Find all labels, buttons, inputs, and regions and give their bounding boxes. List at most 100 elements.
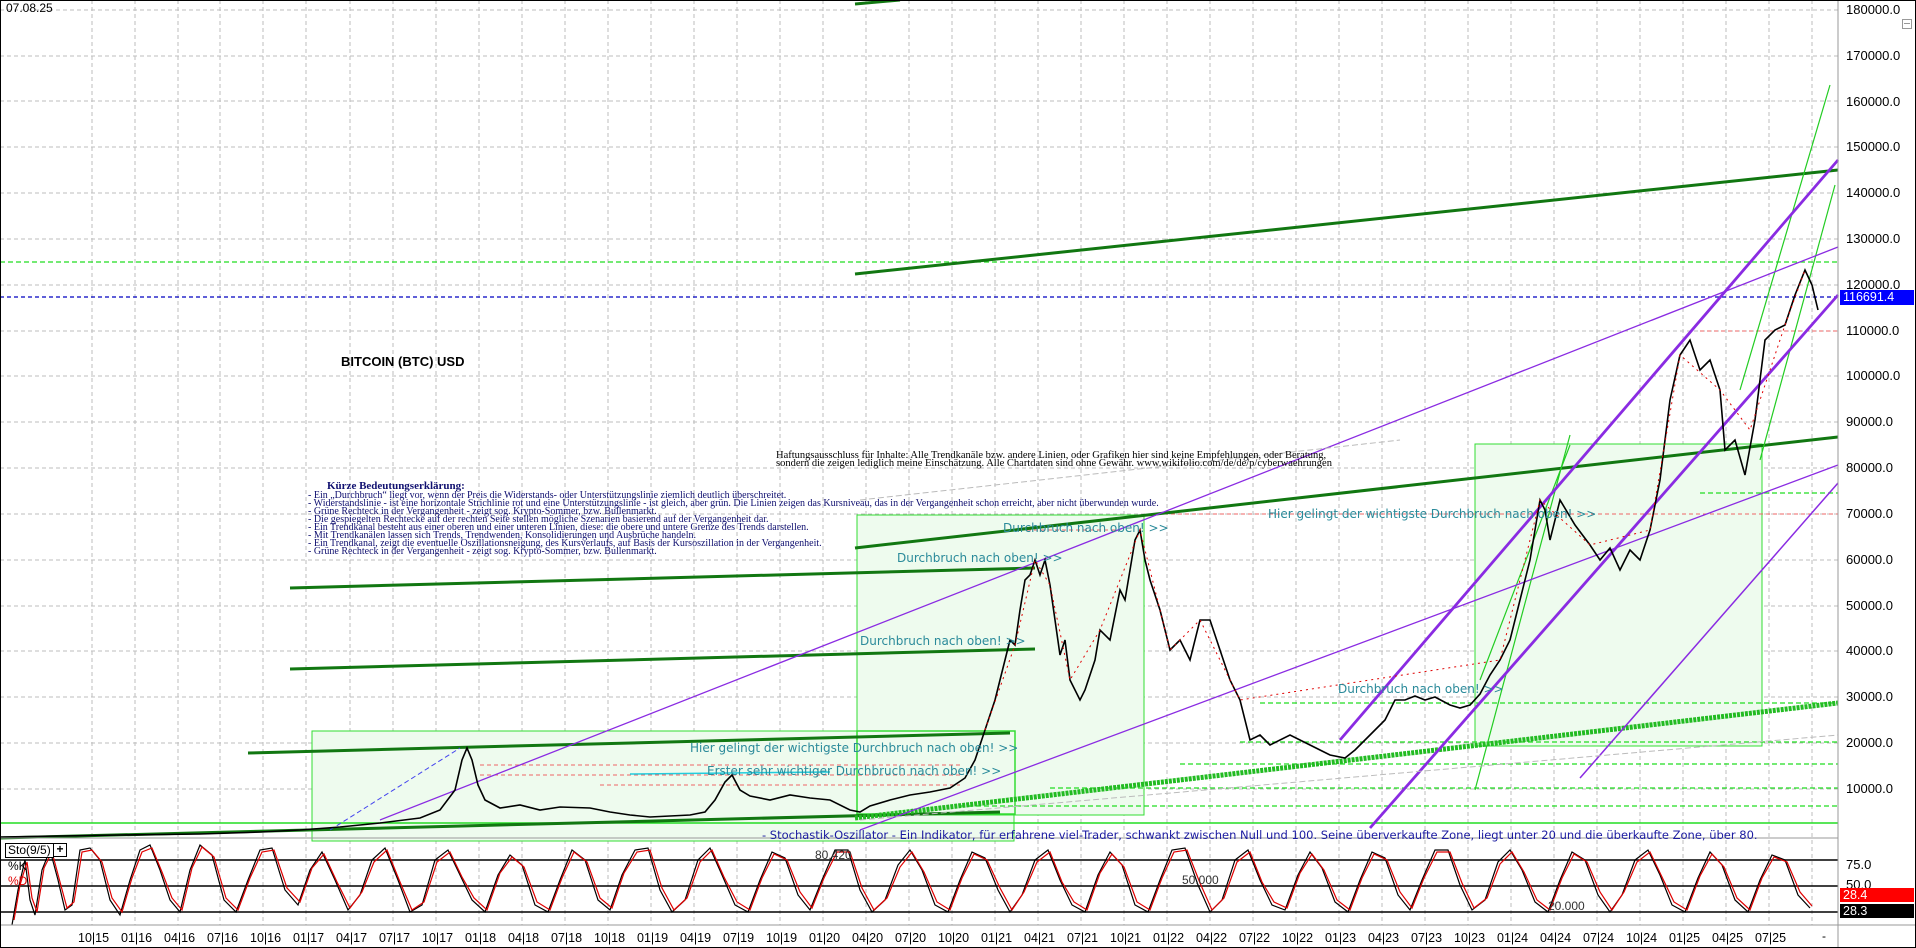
zoom-out-button[interactable]: - [1822, 929, 1826, 943]
cyan-line [629, 771, 831, 775]
time-tick: 07|19 [723, 931, 754, 945]
price-tick: 70000.0 [1846, 506, 1893, 521]
price-tick: 60000.0 [1846, 552, 1893, 567]
legend-line: - Ein Trendkanal besteht aus einer obere… [308, 522, 809, 533]
time-tick: 04|16 [164, 931, 195, 945]
legend-line: - Widerstandslinie - ist eine horizontal… [308, 498, 1159, 509]
price-tick: 170000.0 [1846, 48, 1900, 63]
time-tick: 10|18 [594, 931, 625, 945]
k-line-label: %K [8, 859, 27, 873]
legend-line: - Mit Trendkanälen lassen sich Trends, T… [308, 530, 696, 541]
stochastic-level-80: 80.420 [815, 848, 852, 862]
price-tick: 30000.0 [1846, 689, 1893, 704]
disclaimer-line-2: sondern die zeigen lediglich meine Einsc… [776, 458, 1333, 469]
stochastic-note: - Stochastik-Oszillator - Ein Indikator,… [762, 828, 1758, 842]
breakout-label: Durchbruch nach oben! >> [897, 551, 1063, 565]
current-price-tag: 116691.4 [1840, 290, 1914, 305]
breakout-label: Durchbruch nach oben! >> [1003, 521, 1169, 535]
price-tick: 110000.0 [1846, 323, 1899, 338]
price-tick: 130000.0 [1846, 231, 1900, 246]
time-tick: 10|22 [1282, 931, 1313, 945]
time-tick: 07|16 [207, 931, 238, 945]
collapse-button[interactable] [1902, 19, 1912, 29]
time-tick: 01|20 [809, 931, 840, 945]
time-tick: 10|21 [1110, 931, 1141, 945]
price-tick: 160000.0 [1846, 94, 1900, 109]
long-term-support-trendline [854, 700, 1839, 821]
price-series [0, 267, 1819, 838]
price-tick: 180000.0 [1846, 2, 1900, 17]
support-lines [0, 261, 1838, 807]
time-tick: 10|24 [1626, 931, 1657, 945]
most-important-breakout-label: Hier gelingt der wichtigste Durchbruch n… [690, 741, 1018, 755]
legend-line: - Grüne Rechteck in der Vergangenheit - … [308, 506, 657, 517]
time-tick: 10|20 [938, 931, 969, 945]
stochastic-level-20: 20.000 [1548, 899, 1585, 913]
time-tick: 07|22 [1239, 931, 1270, 945]
time-tick: 07|18 [551, 931, 582, 945]
time-tick: 07|20 [895, 931, 926, 945]
price-tick: 90000.0 [1846, 414, 1893, 429]
most-important-breakout-label: Hier gelingt der wichtigste Durchbruch n… [1268, 507, 1596, 521]
time-tick: 01|23 [1325, 931, 1356, 945]
stochastic-tick: 75.0 [1846, 857, 1871, 872]
price-tick: 140000.0 [1846, 185, 1900, 200]
grey-trendline [859, 734, 1839, 821]
stochastic-panel [0, 837, 1838, 926]
price-tick: 50000.0 [1846, 598, 1893, 613]
time-tick: 10|16 [250, 931, 281, 945]
time-tick: 10|15 [78, 931, 109, 945]
time-tick: 04|21 [1024, 931, 1055, 945]
price-tick: 40000.0 [1846, 643, 1893, 658]
time-tick: 01|19 [637, 931, 668, 945]
time-tick: 04|23 [1368, 931, 1399, 945]
k-value-tag: 28.4 [1840, 888, 1914, 902]
time-tick: 04|25 [1712, 931, 1743, 945]
legend-explanation: Kürze Bedeutungserklärung: - Ein „Durchb… [308, 480, 1159, 557]
time-tick: 07|24 [1583, 931, 1614, 945]
time-tick: 04|18 [508, 931, 539, 945]
price-tick: 150000.0 [1846, 139, 1900, 154]
time-tick: 10|19 [766, 931, 797, 945]
legend-line: - Ein „Durchbruch“ liegt vor, wenn der P… [308, 490, 786, 501]
legend-line: - Die gespiegelten Rechtecke auf der rec… [308, 514, 769, 525]
legend-line: - Grüne Rechteck in der Vergangenheit - … [308, 546, 657, 557]
blue-trendline [329, 747, 461, 831]
time-tick: 04|17 [336, 931, 367, 945]
time-tick: 07|17 [379, 931, 410, 945]
time-tick: 10|23 [1454, 931, 1485, 945]
price-tick: 80000.0 [1846, 460, 1893, 475]
d-value-tag: 28.3 [1840, 904, 1914, 918]
breakout-label: Durchbruch nach oben! >> [860, 634, 1026, 648]
stochastic-indicator-label[interactable]: Sto(9/5) [5, 843, 54, 858]
legend-line: - Ein Trendkanal, zeigt die eventuelle O… [308, 538, 822, 549]
time-tick: 01|16 [121, 931, 152, 945]
time-tick: 01|21 [981, 931, 1012, 945]
chart-date: 07.08.25 [6, 1, 53, 15]
stochastic-level-50: 50.000 [1182, 873, 1219, 887]
d-line-label: %D [8, 874, 28, 888]
time-tick: 04|19 [680, 931, 711, 945]
time-tick: 07|21 [1067, 931, 1098, 945]
grey-trendline-upper [859, 439, 1401, 501]
first-important-breakout-label: Erster sehr wichtiger Durchbruch nach ob… [707, 764, 1001, 778]
time-tick: 01|22 [1153, 931, 1184, 945]
steep-trendlines [1474, 84, 1836, 791]
time-tick: 01|24 [1497, 931, 1528, 945]
time-tick: 01|25 [1669, 931, 1700, 945]
disclaimer-line-1: Haftungsausschluss für Inhalte: Alle Tre… [776, 450, 1326, 461]
bull-market-rectangles [311, 443, 1763, 842]
price-tick: 120000.0 [1846, 277, 1900, 292]
time-tick: 01|18 [465, 931, 496, 945]
price-tick: 10000.0 [1846, 781, 1893, 796]
add-indicator-button[interactable]: + [53, 843, 67, 857]
time-tick: 04|24 [1540, 931, 1571, 945]
price-axis: 180000.0 170000.0 160000.0 150000.0 1400… [1846, 2, 1900, 892]
time-tick: 04|22 [1196, 931, 1227, 945]
time-tick: 07|23 [1411, 931, 1442, 945]
time-axis: 10|15 01|16 04|16 07|16 10|16 01|17 04|1… [78, 931, 1786, 945]
price-tick: 20000.0 [1846, 735, 1893, 750]
time-tick: 10|17 [422, 931, 453, 945]
chart-title: BITCOIN (BTC) USD [341, 354, 465, 369]
